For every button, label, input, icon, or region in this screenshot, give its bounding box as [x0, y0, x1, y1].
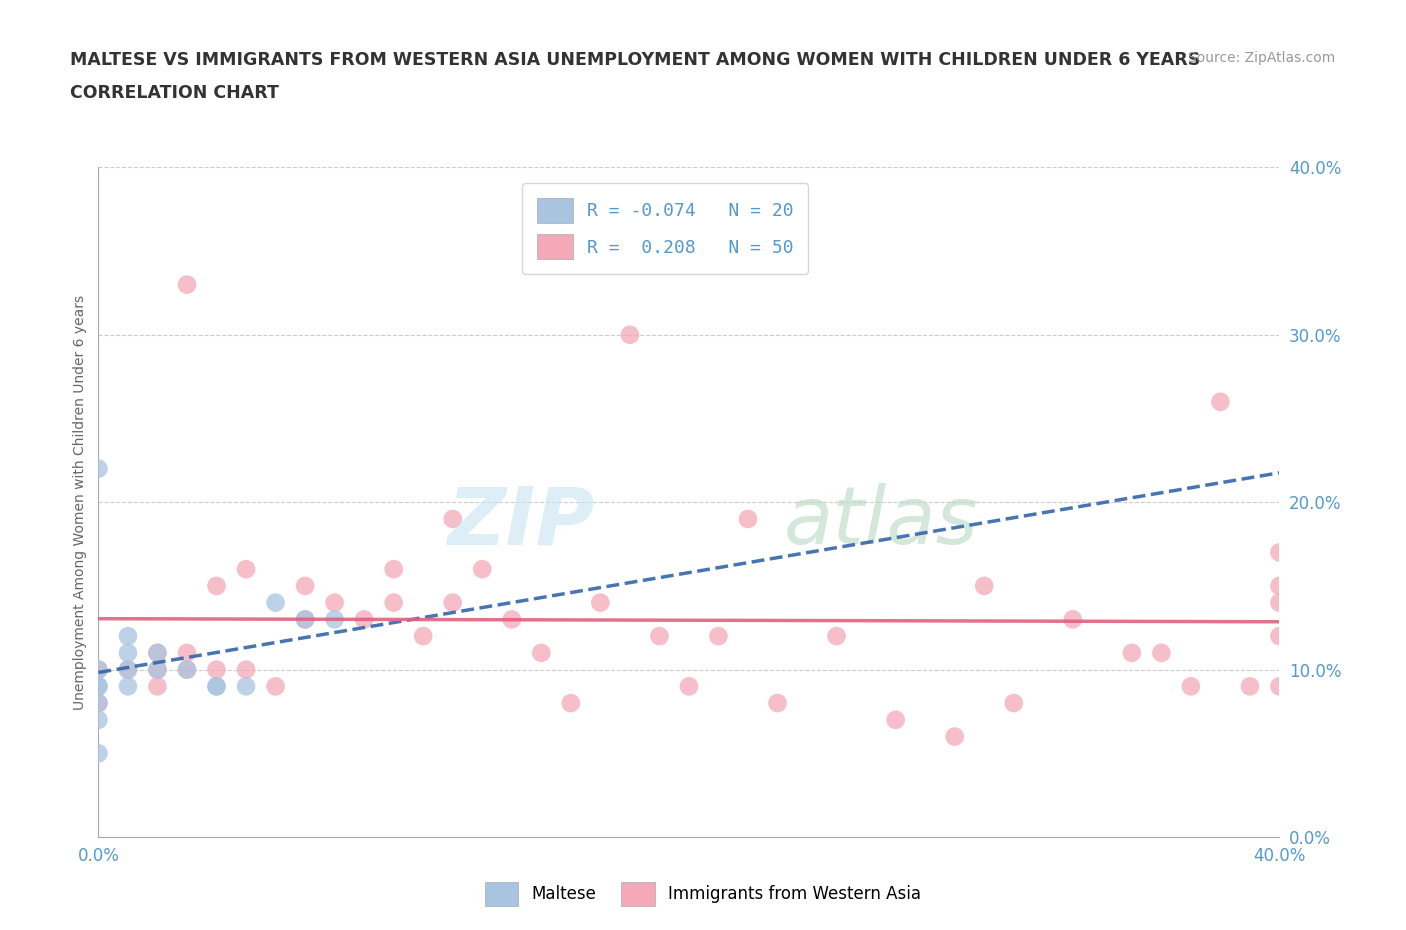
Point: [471, 562, 494, 577]
Text: CORRELATION CHART: CORRELATION CHART: [70, 84, 280, 101]
Text: ZIP: ZIP: [447, 484, 595, 562]
Point: [87, 461, 110, 476]
Text: Source: ZipAtlas.com: Source: ZipAtlas.com: [1188, 51, 1336, 65]
Point: [412, 629, 434, 644]
Point: [87, 662, 110, 677]
Point: [973, 578, 995, 593]
Y-axis label: Unemployment Among Women with Children Under 6 years: Unemployment Among Women with Children U…: [73, 295, 87, 710]
Text: atlas: atlas: [783, 484, 979, 562]
Point: [117, 629, 139, 644]
Point: [146, 645, 169, 660]
Point: [264, 679, 287, 694]
Point: [943, 729, 966, 744]
Point: [1268, 629, 1291, 644]
Point: [501, 612, 523, 627]
Point: [264, 595, 287, 610]
Point: [678, 679, 700, 694]
Point: [205, 679, 228, 694]
Point: [117, 662, 139, 677]
Point: [87, 679, 110, 694]
Point: [87, 662, 110, 677]
Point: [1002, 696, 1025, 711]
Point: [323, 595, 346, 610]
Point: [87, 696, 110, 711]
Point: [1209, 394, 1232, 409]
Point: [1239, 679, 1261, 694]
Point: [146, 645, 169, 660]
Point: [87, 696, 110, 711]
Point: [146, 679, 169, 694]
Point: [235, 679, 257, 694]
Point: [294, 612, 316, 627]
Point: [176, 277, 198, 292]
Point: [1268, 578, 1291, 593]
Point: [707, 629, 730, 644]
Point: [117, 679, 139, 694]
Text: MALTESE VS IMMIGRANTS FROM WESTERN ASIA UNEMPLOYMENT AMONG WOMEN WITH CHILDREN U: MALTESE VS IMMIGRANTS FROM WESTERN ASIA …: [70, 51, 1201, 69]
Point: [117, 662, 139, 677]
Point: [648, 629, 671, 644]
Legend: R = -0.074   N = 20, R =  0.208   N = 50: R = -0.074 N = 20, R = 0.208 N = 50: [522, 183, 808, 274]
Point: [235, 662, 257, 677]
Point: [205, 578, 228, 593]
Point: [1268, 679, 1291, 694]
Point: [441, 512, 464, 526]
Point: [235, 562, 257, 577]
Point: [560, 696, 582, 711]
Point: [353, 612, 375, 627]
Point: [441, 595, 464, 610]
Point: [205, 679, 228, 694]
Point: [294, 612, 316, 627]
Point: [176, 662, 198, 677]
Point: [117, 645, 139, 660]
Point: [884, 712, 907, 727]
Point: [146, 662, 169, 677]
Point: [1268, 545, 1291, 560]
Point: [87, 712, 110, 727]
Point: [1121, 645, 1143, 660]
Legend: Maltese, Immigrants from Western Asia: Maltese, Immigrants from Western Asia: [478, 875, 928, 912]
Point: [530, 645, 553, 660]
Point: [176, 645, 198, 660]
Point: [87, 746, 110, 761]
Point: [1268, 595, 1291, 610]
Point: [1180, 679, 1202, 694]
Point: [323, 612, 346, 627]
Point: [737, 512, 759, 526]
Point: [146, 662, 169, 677]
Point: [205, 662, 228, 677]
Point: [619, 327, 641, 342]
Point: [589, 595, 612, 610]
Point: [294, 578, 316, 593]
Point: [382, 595, 405, 610]
Point: [1062, 612, 1084, 627]
Point: [825, 629, 848, 644]
Point: [1150, 645, 1173, 660]
Point: [176, 662, 198, 677]
Point: [382, 562, 405, 577]
Point: [87, 679, 110, 694]
Point: [766, 696, 789, 711]
